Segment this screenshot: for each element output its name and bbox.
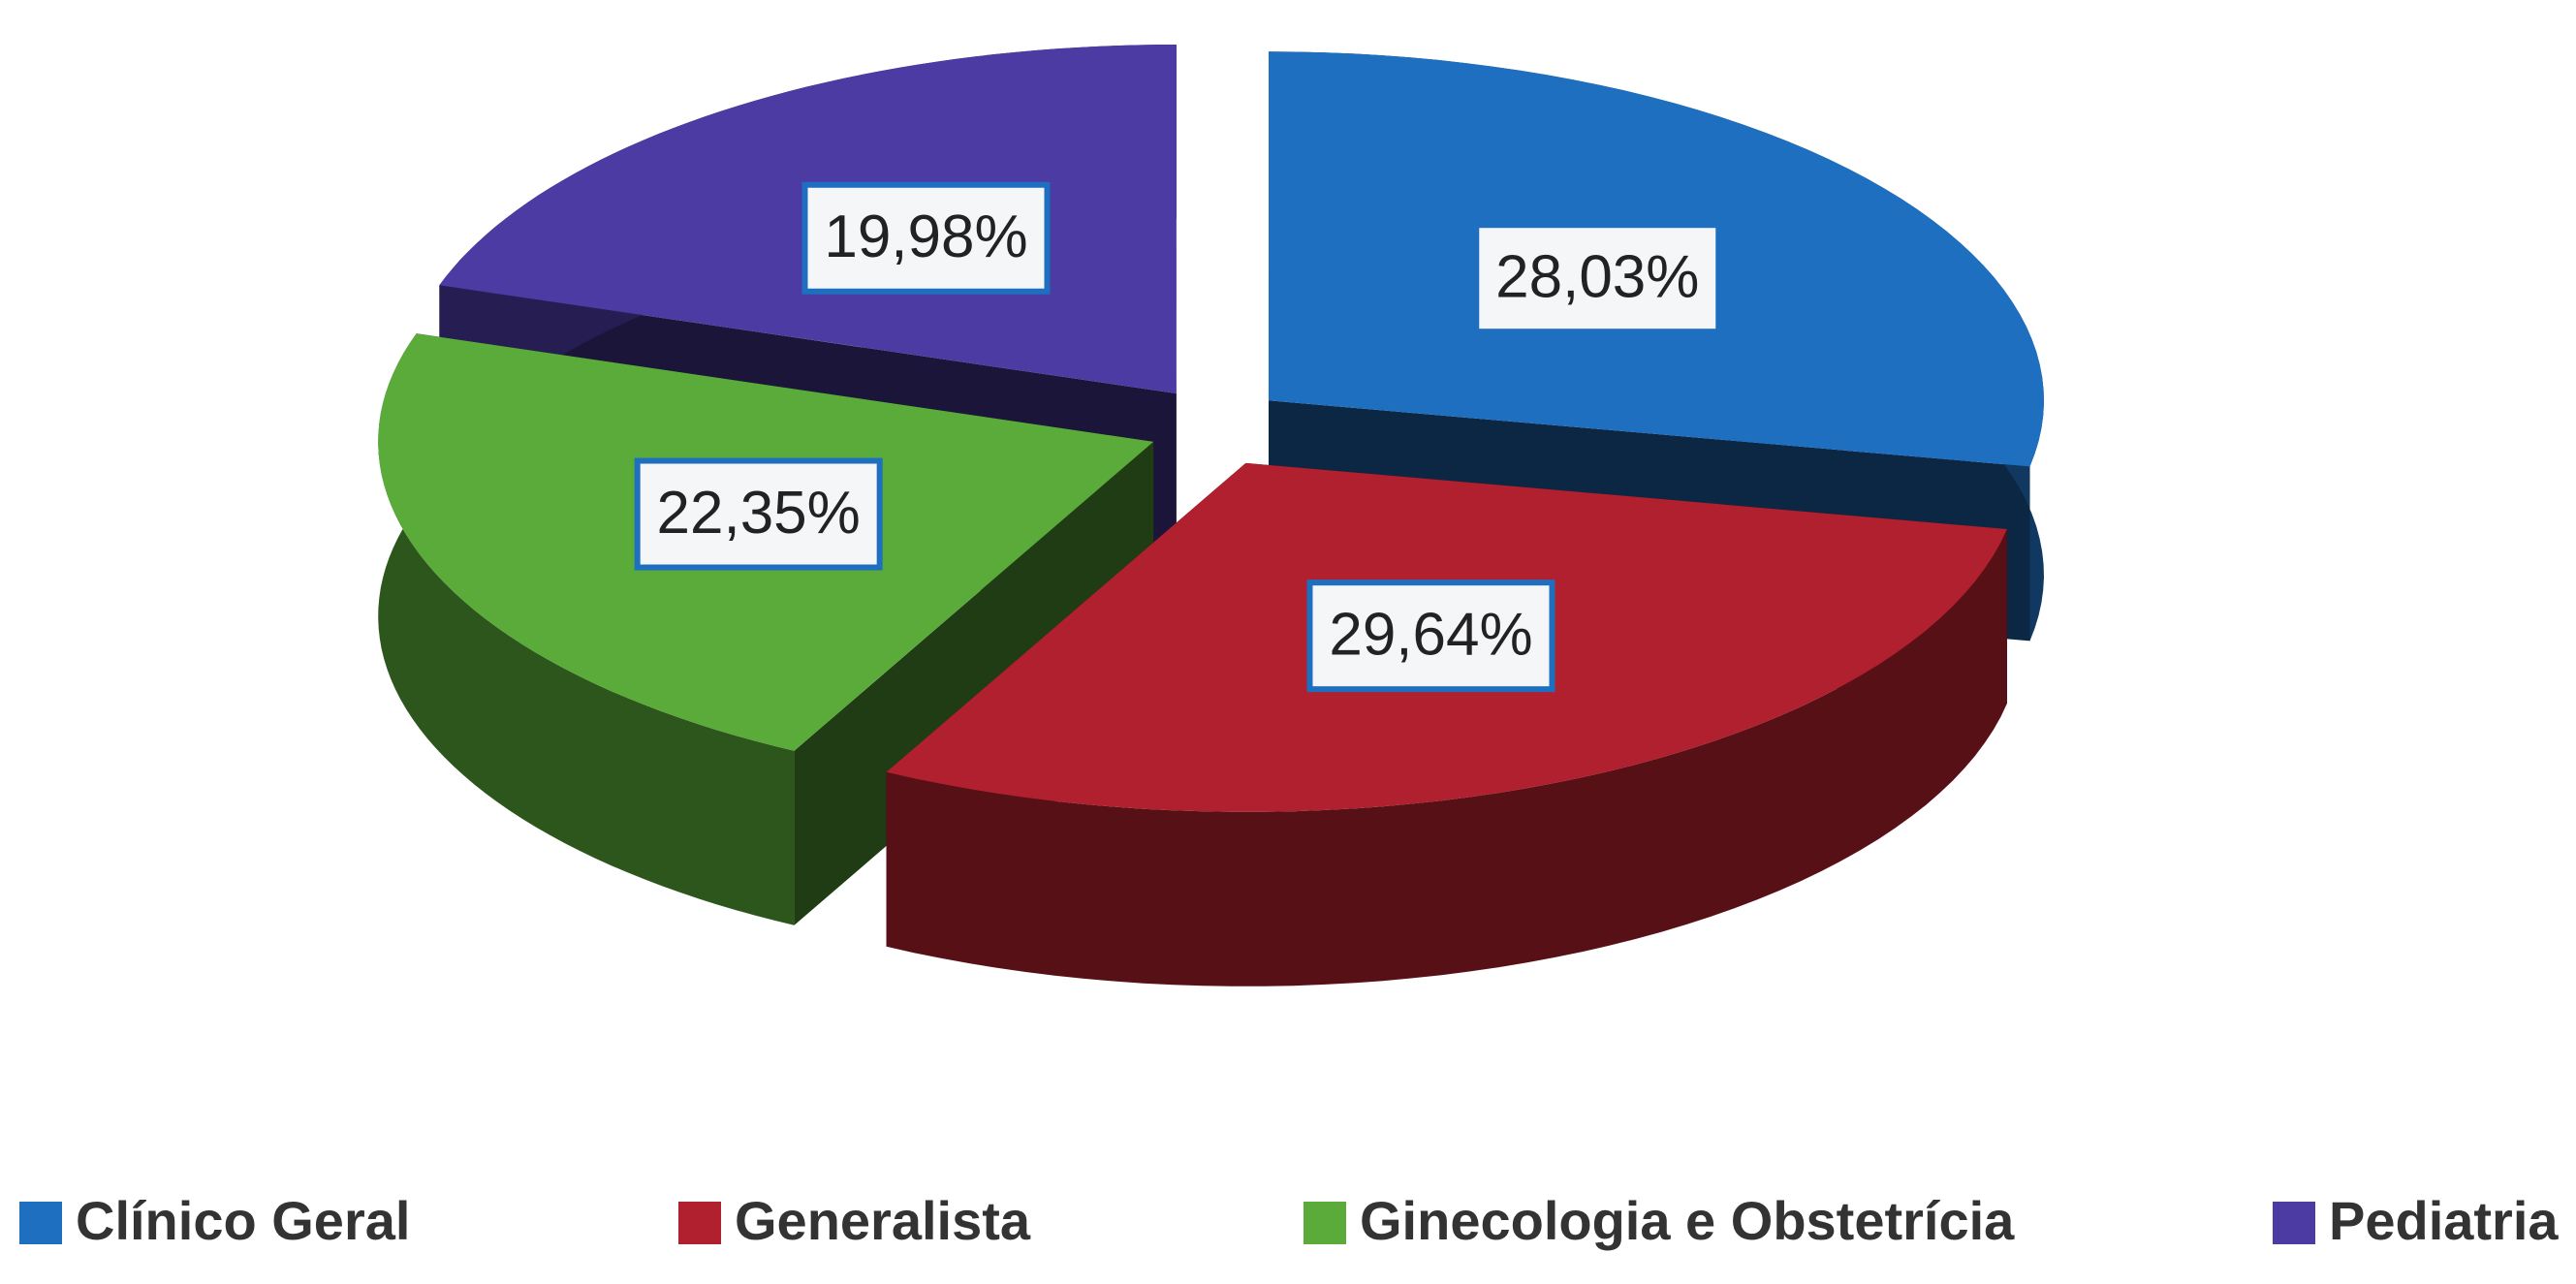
legend-label: Clínico Geral (76, 1190, 410, 1251)
value-label: 29,64% (1329, 602, 1532, 669)
slice-wall (886, 529, 2007, 986)
pie-slice (886, 462, 2007, 986)
value-label: 28,03% (1495, 244, 1699, 311)
legend-label: Generalista (735, 1190, 1031, 1251)
value-label: 19,98% (824, 204, 1027, 270)
legend-swatch (2273, 1202, 2315, 1244)
legend-swatch (678, 1202, 721, 1244)
value-label-box (801, 181, 1051, 295)
legend-label: Ginecologia e Obstetrícia (1360, 1190, 2015, 1251)
slice-wall (378, 333, 795, 925)
value-label: 22,35% (657, 480, 861, 547)
value-label-box (1306, 579, 1555, 693)
value-label-box (634, 457, 883, 571)
legend-swatch (1304, 1202, 1346, 1244)
legend-swatch (19, 1202, 62, 1244)
value-label-box (1473, 222, 1722, 335)
legend-label: Pediatria (2329, 1190, 2559, 1251)
